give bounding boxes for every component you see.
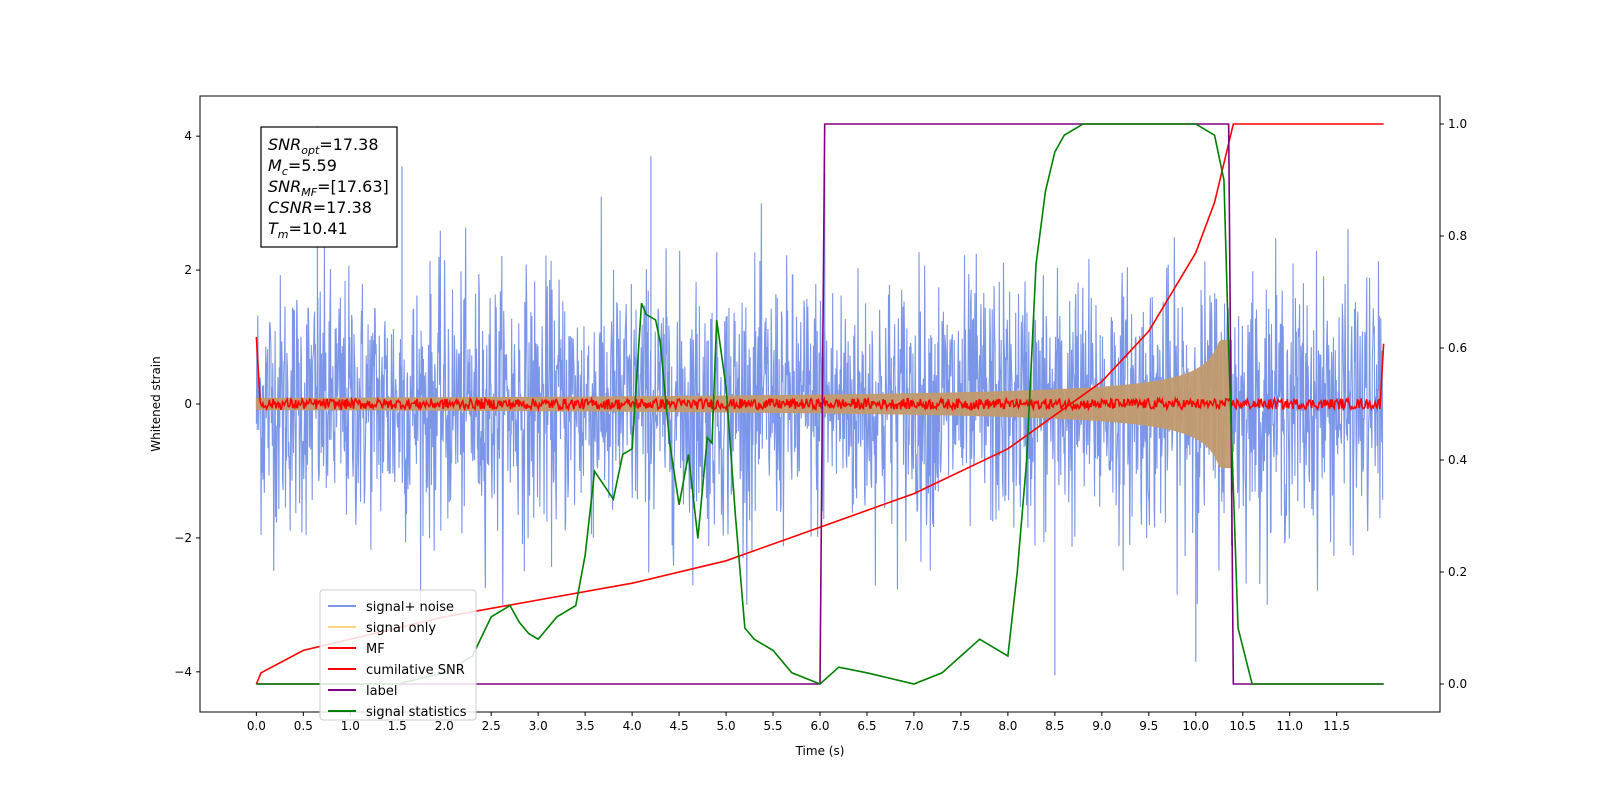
legend-label: signal statistics	[366, 705, 467, 720]
x-tick-label: 10.5	[1229, 719, 1256, 733]
x-axis-label: Time (s)	[795, 744, 845, 758]
x-tick-label: 7.0	[904, 719, 923, 733]
x-tick-label: 7.5	[951, 719, 970, 733]
x-tick-label: 9.5	[1139, 719, 1158, 733]
x-tick-label: 0.0	[247, 719, 266, 733]
y-tick-label: −2	[174, 531, 192, 545]
x-tick-label: 5.0	[717, 719, 736, 733]
info-line: CSNR=17.38	[268, 198, 372, 217]
x-tick-label: 0.5	[294, 719, 313, 733]
x-tick-label: 2.5	[482, 719, 501, 733]
info-line: SNRopt=17.38	[268, 135, 379, 157]
x-tick-label: 10.0	[1182, 719, 1209, 733]
y-axis-label: Whitened strain	[149, 356, 163, 452]
y2-tick-label: 0.6	[1448, 341, 1467, 355]
x-tick-label: 8.0	[998, 719, 1017, 733]
y2-tick-label: 0.0	[1448, 677, 1467, 691]
y-tick-label: 2	[184, 263, 192, 277]
x-tick-label: 1.5	[388, 719, 407, 733]
legend-label: signal+ noise	[366, 600, 454, 615]
y2-tick-label: 1.0	[1448, 117, 1467, 131]
info-line: Tm=10.41	[268, 219, 348, 241]
x-tick-label: 4.5	[670, 719, 689, 733]
legend-label: label	[366, 684, 397, 699]
x-tick-label: 2.0	[435, 719, 454, 733]
legend: signal+ noise signal only MF cumilative SNR…	[319, 589, 477, 721]
x-tick-label: 5.5	[763, 719, 782, 733]
y-tick-label: 0	[184, 397, 192, 411]
x-tick-label: 9.0	[1092, 719, 1111, 733]
y-tick-label: −4	[174, 665, 192, 679]
x-tick-label: 11.0	[1276, 719, 1303, 733]
x-tick-label: 4.0	[623, 719, 642, 733]
y2-axis-ticks: 0.0 0.2 0.4 0.6 0.8 1.0	[1440, 117, 1467, 691]
info-box-frame	[260, 126, 398, 248]
series-signal-statistics	[256, 123, 1384, 685]
y2-tick-label: 0.4	[1448, 453, 1467, 467]
legend-frame	[319, 589, 477, 721]
legend-label: signal only	[366, 621, 436, 636]
x-tick-label: 8.5	[1045, 719, 1064, 733]
info-line: SNRMF=[17.63]	[268, 177, 389, 199]
x-tick-label: 3.0	[529, 719, 548, 733]
series-mf	[255, 336, 1385, 412]
x-tick-label: 11.5	[1323, 719, 1350, 733]
y-axis-ticks: −4 −2 0 2 4	[174, 129, 200, 679]
y-tick-label: 4	[184, 129, 192, 143]
legend-label: cumilative SNR	[366, 663, 465, 678]
x-tick-label: 6.0	[810, 719, 829, 733]
y2-tick-label: 0.8	[1448, 229, 1467, 243]
info-line: Mc=5.59	[268, 156, 337, 178]
info-box: SNRopt=17.38Mc=5.59SNRMF=[17.63]CSNR=17.…	[260, 126, 398, 248]
x-tick-label: 1.0	[341, 719, 360, 733]
x-tick-label: 3.5	[576, 719, 595, 733]
legend-label: MF	[366, 642, 385, 657]
y2-tick-label: 0.2	[1448, 565, 1467, 579]
x-tick-label: 6.5	[857, 719, 876, 733]
